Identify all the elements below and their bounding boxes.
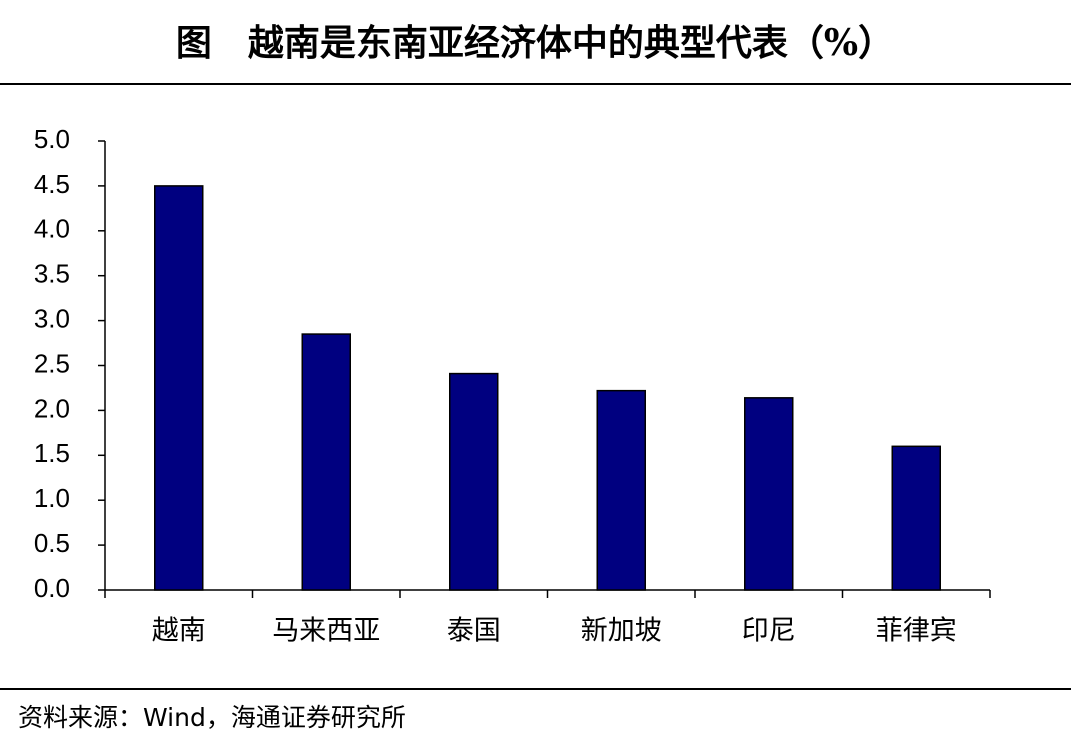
y-tick-label: 3.0 <box>34 303 70 333</box>
y-tick-label: 0.5 <box>34 528 70 558</box>
y-tick-label: 5.0 <box>34 124 70 154</box>
bar <box>744 397 794 591</box>
bar <box>154 185 204 591</box>
y-tick-label: 0.0 <box>34 573 70 603</box>
bar <box>596 389 646 591</box>
y-tick-label: 1.5 <box>34 438 70 468</box>
y-tick-label: 4.0 <box>34 214 70 244</box>
x-tick-label: 菲律宾 <box>876 616 957 647</box>
chart-title: 图 越南是东南亚经济体中的典型代表（%） <box>176 22 894 64</box>
y-tick-label: 2.0 <box>34 393 70 423</box>
x-tick-label: 越南 <box>152 616 206 647</box>
x-tick-label: 印尼 <box>742 616 796 647</box>
bar <box>301 333 351 591</box>
y-tick-label: 1.0 <box>34 483 70 513</box>
bar <box>891 445 941 591</box>
y-tick-label: 3.5 <box>34 259 70 289</box>
y-tick-label: 2.5 <box>34 348 70 378</box>
x-tick-label: 泰国 <box>447 616 501 647</box>
y-tick-label: 4.5 <box>34 169 70 199</box>
source-note: 资料来源：Wind，海通证券研究所 <box>18 703 406 732</box>
x-tick-label: 马来西亚 <box>272 616 380 647</box>
bar <box>449 372 499 591</box>
x-tick-label: 新加坡 <box>581 616 662 647</box>
